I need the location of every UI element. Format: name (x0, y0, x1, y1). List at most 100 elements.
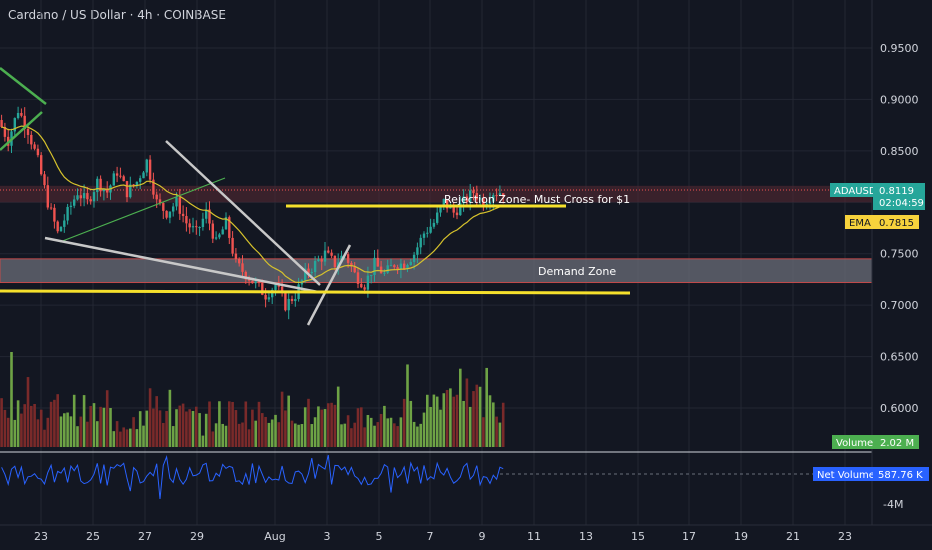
candle-body (115, 173, 119, 176)
candle-body (488, 201, 492, 204)
candle-body (462, 196, 465, 204)
candle-body (195, 226, 198, 228)
x-tick-label: 21 (786, 530, 800, 543)
volume-bar (323, 409, 327, 447)
volume-bar (185, 411, 188, 447)
candle-body (168, 211, 172, 218)
candle-body (172, 206, 175, 212)
candle-body (23, 115, 26, 129)
candle-body (406, 264, 409, 270)
volume-bar (36, 419, 40, 447)
candle-body (290, 298, 294, 302)
candle-countdown: 02:04:59 (879, 198, 924, 209)
candle-body (310, 272, 313, 274)
candle-body (165, 210, 168, 218)
candle-body (201, 218, 205, 228)
candle-body (465, 196, 469, 203)
white-breakout-line (306, 244, 352, 326)
y-tick-label: 0.9500 (880, 42, 919, 55)
candle-body (495, 195, 498, 197)
candle-body (445, 199, 449, 209)
volume-bar (30, 405, 33, 447)
candle-body (162, 203, 165, 211)
volume-bar (383, 405, 386, 447)
candle-body (135, 181, 139, 186)
candle-body (231, 237, 234, 254)
candle-body (106, 189, 109, 193)
volume-bar (142, 425, 145, 447)
volume-bar (102, 407, 106, 447)
volume-bar (105, 390, 109, 447)
volume-bar (297, 424, 300, 447)
candle-body (73, 199, 76, 206)
net-volume-badge (813, 467, 873, 481)
volume-bar (76, 426, 79, 447)
ema-value: 0.7815 (879, 218, 914, 229)
volume-bar (53, 399, 56, 447)
candle-body (221, 229, 224, 235)
candle-body (366, 275, 370, 290)
volume-bar (208, 401, 211, 447)
volume-bar (92, 403, 96, 447)
volume-bar (356, 408, 360, 447)
y-tick-label: 0.6500 (880, 351, 919, 364)
volume-bar (3, 409, 7, 447)
candle-body (185, 216, 188, 224)
volume-bar (152, 408, 155, 447)
volume-bar (218, 401, 221, 447)
net-volume-value: 587.76 K (878, 470, 923, 481)
candle-body (20, 112, 23, 116)
candle-body (211, 223, 214, 239)
candle-body (234, 253, 238, 259)
volume-bar (198, 413, 201, 447)
volume-bar (145, 410, 149, 447)
x-tick-label: 7 (427, 530, 434, 543)
y-tick-label: 0.8500 (880, 145, 919, 158)
volume-bar (475, 384, 479, 447)
candle-body (89, 199, 92, 202)
volume-bar (23, 404, 26, 447)
volume-bar (231, 401, 234, 447)
candle-body (294, 299, 297, 302)
candle-body (241, 263, 244, 272)
volume-bar (162, 422, 165, 447)
volume-bar (69, 416, 73, 447)
volume-bar (122, 427, 125, 447)
candle-body (261, 283, 264, 295)
candle-body (274, 284, 277, 290)
volume-bar (300, 424, 304, 447)
volume-bar (165, 410, 168, 447)
y-tick-label: 0.7000 (880, 299, 919, 312)
candle-body (247, 279, 251, 281)
volume-bar (488, 395, 492, 447)
candle-body (53, 207, 56, 222)
green-trendline-lower (0, 111, 43, 151)
volume-bar (422, 412, 426, 447)
volume-value: 2.02 M (880, 438, 914, 449)
symbol-badge (830, 183, 874, 197)
candle-body (228, 217, 231, 238)
volume-bar (119, 431, 122, 447)
volume-bar (429, 406, 432, 447)
volume-bar (115, 421, 119, 447)
x-tick-label: 25 (86, 530, 100, 543)
candle-body (412, 254, 416, 262)
candle-body (13, 118, 16, 132)
candle-body (498, 193, 502, 196)
candle-body (86, 193, 89, 200)
candle-body (49, 207, 53, 209)
volume-bar (89, 406, 92, 447)
y-tick-label: 0.6000 (880, 402, 919, 415)
volume-bar (373, 425, 376, 447)
volume-bar (39, 409, 43, 447)
candle-body (323, 250, 327, 262)
volume-bar (63, 413, 66, 447)
candle-body (214, 237, 218, 239)
volume-bar (495, 416, 498, 447)
volume-bar (188, 409, 191, 447)
x-tick-label: 23 (34, 530, 48, 543)
candle-body (238, 258, 241, 264)
volume-bar (251, 409, 254, 447)
volume-bar (264, 416, 267, 447)
